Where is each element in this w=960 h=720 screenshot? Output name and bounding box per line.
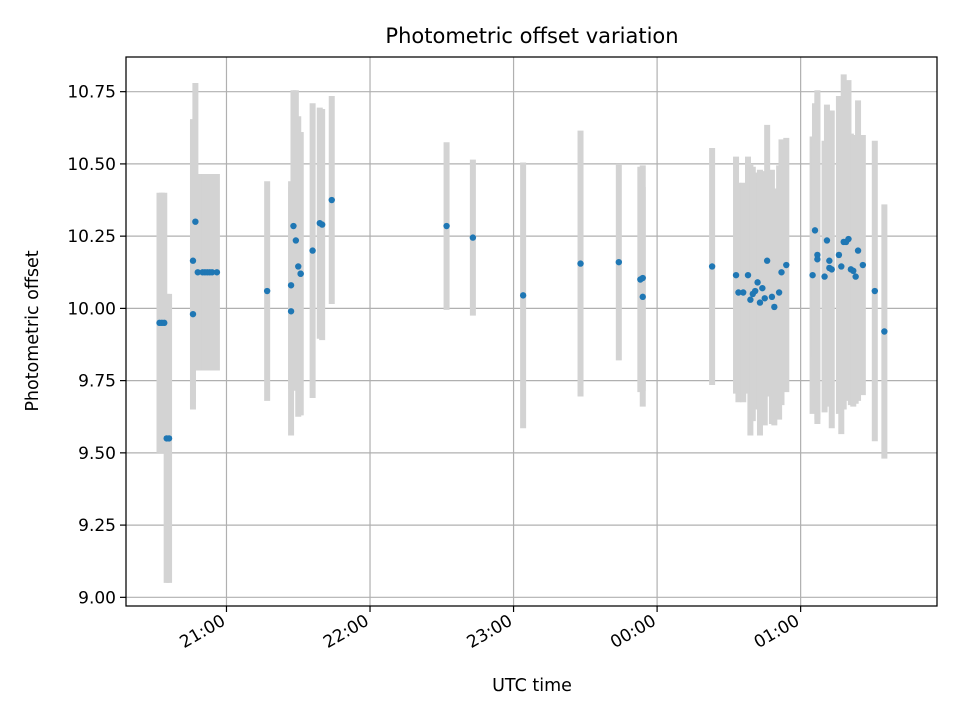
data-point xyxy=(213,269,221,276)
data-point xyxy=(768,293,776,301)
y-tick-label: 10.75 xyxy=(67,83,116,103)
data-point xyxy=(756,299,764,306)
data-point xyxy=(577,260,584,267)
data-point xyxy=(754,279,761,286)
y-tick-label: 9.50 xyxy=(78,444,116,464)
data-point xyxy=(165,435,173,442)
data-point xyxy=(161,319,168,327)
y-axis-title: Photometric offset xyxy=(23,250,43,411)
data-point xyxy=(297,270,304,277)
data-point xyxy=(318,221,326,228)
x-tick-label: 21:00 xyxy=(177,611,229,653)
data-point xyxy=(295,263,302,270)
data-point xyxy=(194,269,201,276)
data-point xyxy=(783,261,790,269)
error-bars xyxy=(156,74,888,583)
data-point xyxy=(850,267,857,275)
data-point xyxy=(292,237,300,244)
data-point xyxy=(852,273,859,280)
data-point xyxy=(838,263,845,270)
data-point xyxy=(744,271,752,279)
plot-frame xyxy=(125,56,938,607)
data-point xyxy=(821,273,828,280)
x-tick-label: 01:00 xyxy=(751,611,803,653)
x-axis-title: UTC time xyxy=(492,676,572,696)
data-point xyxy=(823,237,831,244)
data-point xyxy=(740,289,747,296)
y-tick-label: 9.00 xyxy=(78,588,116,608)
data-point xyxy=(811,227,819,234)
y-tick-label: 10.50 xyxy=(67,155,116,175)
data-point xyxy=(615,258,623,266)
chart-title: Photometric offset variation xyxy=(385,24,678,48)
data-point xyxy=(881,328,888,335)
x-tick-label: 23:00 xyxy=(464,611,516,653)
data-point xyxy=(732,271,740,279)
data-point xyxy=(778,269,785,276)
data-point xyxy=(826,257,833,264)
data-point xyxy=(443,222,450,230)
grid-lines xyxy=(126,57,937,606)
y-tick-label: 9.75 xyxy=(78,372,116,392)
data-point xyxy=(835,251,843,259)
data-point xyxy=(763,257,771,264)
data-point xyxy=(735,289,742,296)
data-point xyxy=(708,263,716,270)
data-point xyxy=(771,303,778,311)
y-tick-label: 10.25 xyxy=(67,227,116,247)
data-point xyxy=(639,293,646,301)
data-point xyxy=(761,295,768,302)
data-point xyxy=(189,310,197,318)
data-point xyxy=(871,287,878,295)
data-point xyxy=(845,235,852,243)
axes: 9.00 9.25 9.50 9.75 10.00 10.25 10.50 10.75 21:0… xyxy=(67,83,803,653)
data-point xyxy=(814,256,821,263)
data-point xyxy=(859,261,867,269)
data-point xyxy=(854,247,862,254)
data-point xyxy=(287,308,295,315)
data-point xyxy=(747,296,754,303)
data-point xyxy=(469,234,477,241)
data-point xyxy=(328,196,335,204)
data-point xyxy=(192,218,199,225)
data-points xyxy=(156,196,888,442)
data-point xyxy=(208,269,216,276)
y-tick-label: 9.25 xyxy=(78,516,116,536)
data-point xyxy=(263,287,271,295)
data-point xyxy=(287,282,295,289)
data-point xyxy=(290,222,297,230)
data-point xyxy=(639,274,646,282)
x-tick-label: 00:00 xyxy=(607,611,659,653)
data-point xyxy=(519,292,527,299)
data-point xyxy=(309,247,316,254)
y-tick-label: 10.00 xyxy=(67,299,116,319)
data-point xyxy=(751,287,759,295)
data-point xyxy=(775,289,783,296)
data-point xyxy=(189,257,197,264)
data-point xyxy=(809,271,816,279)
data-point xyxy=(759,284,766,292)
x-tick-label: 22:00 xyxy=(320,611,372,653)
data-point xyxy=(828,266,835,273)
